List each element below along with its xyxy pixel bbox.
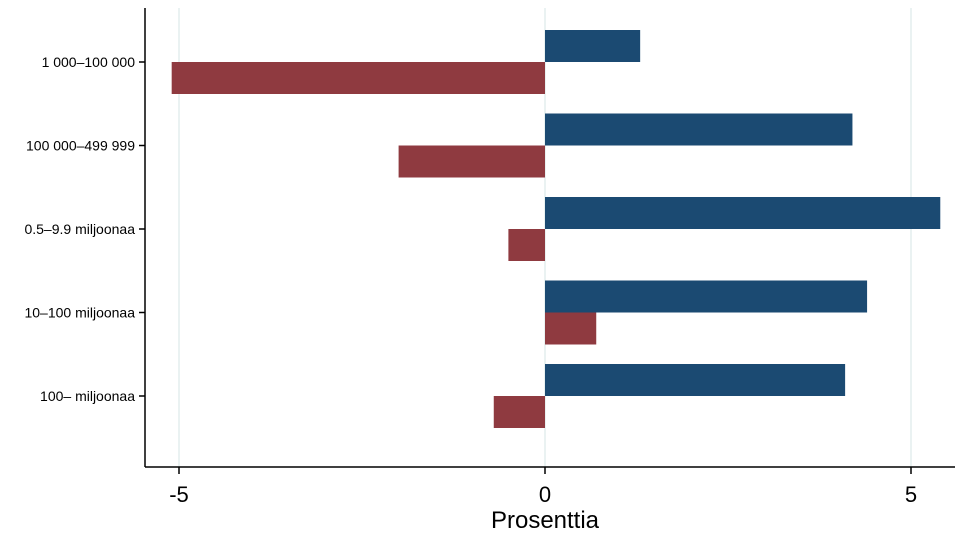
category-label-0: 1 000–100 000 xyxy=(42,54,136,70)
x-tick-label-1: 0 xyxy=(539,482,551,507)
bars xyxy=(171,30,941,428)
bar-series1-0 xyxy=(545,30,641,62)
bar-series1-3 xyxy=(545,280,868,313)
bar-series1-1 xyxy=(545,113,853,146)
x-tick-label-0: -5 xyxy=(169,482,189,507)
bar-series2-0 xyxy=(171,62,545,94)
bar-series1-4 xyxy=(545,364,846,396)
axes xyxy=(139,8,955,474)
bar-series2-3 xyxy=(545,312,597,345)
x-tick-label-2: 5 xyxy=(905,482,917,507)
bar-series1-2 xyxy=(545,197,941,229)
category-label-2: 0.5–9.9 miljoonaa xyxy=(24,221,135,237)
category-labels: 1 000–100 000 100 000–499 999 0.5–9.9 milj… xyxy=(24,54,135,404)
bar-series2-1 xyxy=(398,145,545,178)
bar-series2-2 xyxy=(508,229,545,261)
bar-series2-4 xyxy=(493,396,545,428)
x-axis-title: Prosenttia xyxy=(491,507,600,533)
category-label-3: 10–100 miljoonaa xyxy=(24,305,135,321)
x-tick-labels: -5 0 5 xyxy=(169,482,917,507)
category-label-4: 100– miljoonaa xyxy=(40,388,135,404)
category-label-1: 100 000–499 999 xyxy=(26,138,135,154)
